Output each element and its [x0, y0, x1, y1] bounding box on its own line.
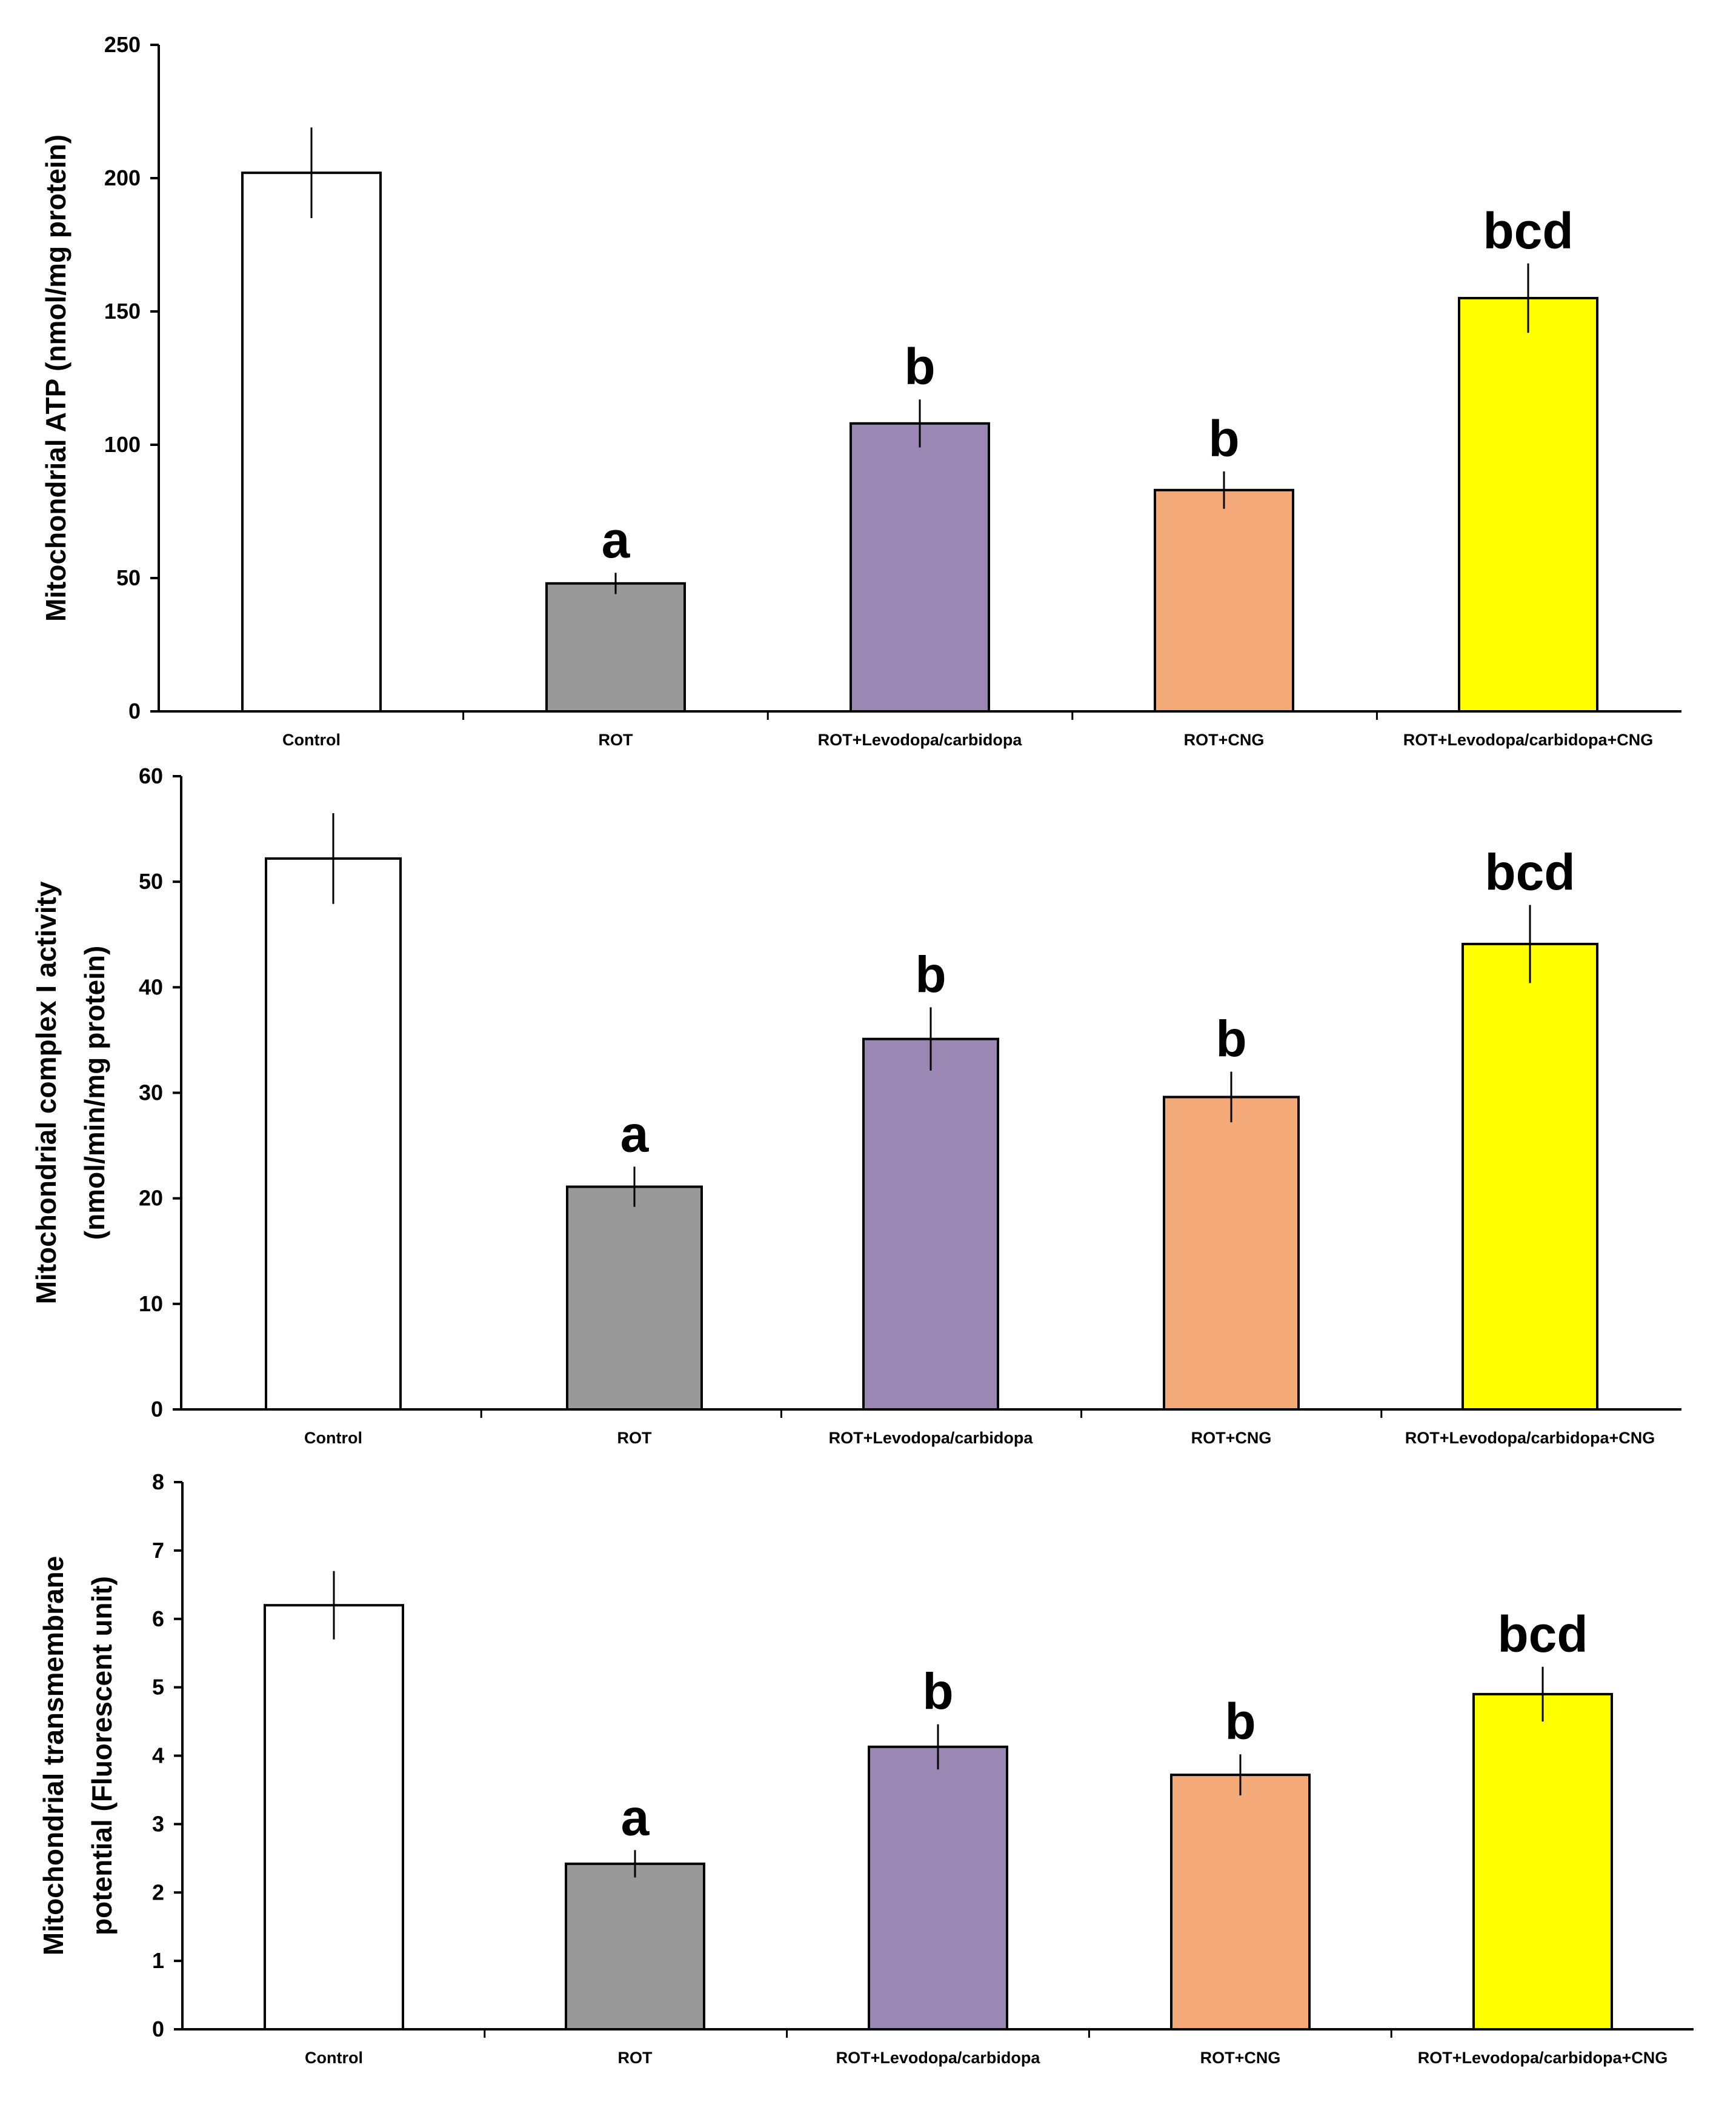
- significance-label: bcd: [1483, 202, 1573, 259]
- bar: [565, 1862, 705, 2031]
- bar: [1163, 1096, 1300, 1411]
- y-tick-label: 0: [151, 1397, 163, 1422]
- y-tick-label: 0: [152, 2017, 164, 2041]
- y-tick-label: 30: [139, 1080, 163, 1105]
- y-tick-label: 4: [152, 1743, 164, 1768]
- y-tick-label: 3: [152, 1811, 164, 1836]
- bar: [1170, 1774, 1311, 2030]
- bar: [1462, 942, 1598, 1411]
- bar: [566, 1185, 703, 1411]
- y-tick-label: 2: [152, 1880, 164, 1904]
- y-axis-title: potential (Fluorescent unit): [86, 1576, 118, 1935]
- x-tick-label: ROT+CNG: [1200, 2049, 1281, 2067]
- bar: [850, 422, 990, 713]
- x-tick-label: ROT: [599, 731, 634, 749]
- x-tick-label: ROT+Levodopa/carbidopa: [818, 731, 1023, 749]
- y-tick-label: 250: [104, 32, 141, 57]
- y-tick-label: 0: [128, 699, 141, 723]
- chart-panel-3: a b b bcd 0 1 2 3 4 5 6 7 8 Control ROT ROT+Levodopa/ca…: [38, 1469, 1694, 2067]
- significance-label: b: [922, 1663, 953, 1720]
- bar: [265, 857, 402, 1411]
- x-tick-label: ROT+CNG: [1184, 731, 1265, 749]
- x-tick-label: ROT+Levodopa/carbidopa+CNG: [1403, 731, 1654, 749]
- bar: [868, 1745, 1008, 2030]
- x-tick-label: ROT+Levodopa/carbidopa+CNG: [1405, 1429, 1655, 1447]
- significance-label: a: [620, 1105, 650, 1162]
- significance-label: b: [1208, 410, 1239, 467]
- chart-panel-2: a b b bcd 0 10 20 30 40 50 60 Control ROT ROT+Levodop…: [30, 763, 1681, 1447]
- x-tick-label: Control: [282, 731, 341, 749]
- significance-label: b: [1225, 1693, 1255, 1750]
- x-tick-label: ROT+Levodopa/carbidopa: [836, 2049, 1041, 2067]
- significance-label: bcd: [1485, 843, 1575, 900]
- x-tick-label: ROT+Levodopa/carbidopa: [829, 1429, 1034, 1447]
- y-tick-label: 1: [152, 1948, 164, 1973]
- x-tick-label: ROT: [618, 2049, 653, 2067]
- y-axis-title: Mitochondrial complex I activity: [30, 881, 62, 1304]
- bar: [1154, 488, 1294, 713]
- significance-label: b: [1216, 1011, 1246, 1068]
- x-tick-label: ROT: [617, 1429, 653, 1447]
- y-tick-label: 6: [152, 1606, 164, 1631]
- significance-label: b: [915, 946, 946, 1003]
- y-tick-label: 50: [116, 565, 141, 590]
- y-tick-label: 5: [152, 1675, 164, 1700]
- y-tick-label: 60: [139, 763, 163, 788]
- y-tick-label: 10: [139, 1291, 163, 1316]
- x-tick-label: Control: [305, 2049, 363, 2067]
- y-tick-label: 200: [104, 165, 141, 190]
- chart-panel-1: a b b bcd 0 50 100 150 200 250 Control ROT ROT+Levod…: [40, 32, 1681, 749]
- y-tick-label: 50: [139, 869, 163, 894]
- y-tick-label: 150: [104, 299, 141, 324]
- bar: [264, 1604, 404, 2031]
- y-tick-label: 100: [104, 432, 141, 457]
- bar: [241, 171, 382, 713]
- y-tick-label: 20: [139, 1186, 163, 1211]
- x-tick-label: ROT+Levodopa/carbidopa+CNG: [1418, 2049, 1668, 2067]
- bar: [1472, 1692, 1613, 2031]
- bar: [545, 582, 686, 713]
- significance-label: b: [904, 338, 935, 395]
- y-axis-title: Mitochondrial ATP (nmol/mg protein): [40, 135, 72, 622]
- x-tick-label: ROT+CNG: [1191, 1429, 1272, 1447]
- y-tick-label: 7: [152, 1538, 164, 1563]
- y-tick-label: 8: [152, 1469, 164, 1494]
- bar: [862, 1037, 999, 1411]
- y-tick-label: 40: [139, 974, 163, 999]
- significance-label: a: [602, 511, 631, 568]
- significance-label: a: [621, 1789, 650, 1846]
- y-axis-title: (nmol/min/mg protein): [79, 946, 110, 1240]
- significance-label: bcd: [1497, 1606, 1588, 1663]
- bar: [1458, 297, 1598, 713]
- y-axis-title: Mitochondrial transmembrane: [38, 1556, 69, 1955]
- x-tick-label: Control: [304, 1429, 362, 1447]
